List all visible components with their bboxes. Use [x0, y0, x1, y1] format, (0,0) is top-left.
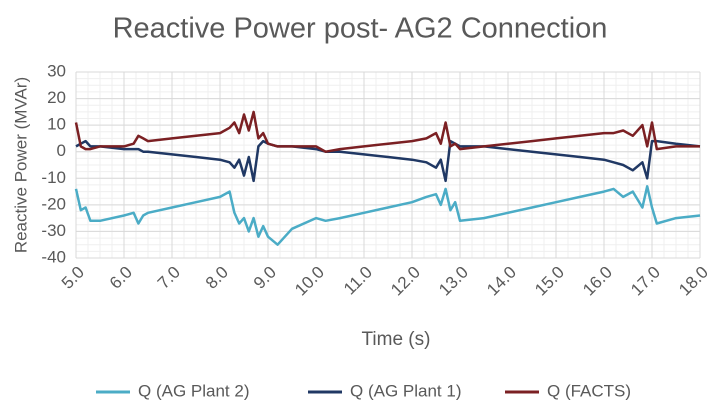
y-tick-label: 0 — [57, 141, 66, 160]
x-tick-label: 17.0 — [627, 263, 664, 300]
y-tick-label: 10 — [47, 115, 66, 134]
series-line — [74, 185, 701, 246]
x-axis-label: Time (s) — [362, 329, 431, 350]
chart-title: Reactive Power post- AG2 Connection — [113, 13, 608, 45]
x-tick-label: 7.0 — [154, 263, 184, 293]
x-tick-label: 9.0 — [250, 263, 280, 293]
legend-label: Q (FACTS) — [547, 381, 631, 400]
x-tick-label: 18.0 — [675, 263, 707, 300]
y-tick-label: -10 — [41, 168, 66, 187]
legend-label: Q (AG Plant 2) — [138, 381, 249, 400]
x-tick-label: 16.0 — [579, 263, 616, 300]
y-tick-label: -30 — [41, 221, 66, 240]
x-tick-label: 8.0 — [202, 263, 232, 293]
y-tick-label: 30 — [47, 61, 66, 80]
x-tick-label: 5.0 — [58, 263, 88, 293]
x-tick-label: 13.0 — [435, 263, 472, 300]
series-line — [75, 139, 701, 183]
x-tick-label: 14.0 — [483, 263, 520, 300]
series-line — [74, 110, 700, 153]
y-tick-label: -20 — [41, 194, 66, 213]
y-axis-label: Reactive Power (MVAr) — [11, 77, 30, 253]
x-tick-label: 10.0 — [291, 263, 328, 300]
legend-label: Q (AG Plant 1) — [350, 381, 461, 400]
x-tick-label: 15.0 — [531, 263, 568, 300]
x-tick-label: 11.0 — [340, 263, 376, 299]
y-tick-label: 20 — [47, 88, 66, 107]
y-tick-label: -40 — [41, 247, 66, 266]
x-tick-label: 6.0 — [106, 263, 136, 293]
x-tick-label: 12.0 — [387, 263, 424, 300]
